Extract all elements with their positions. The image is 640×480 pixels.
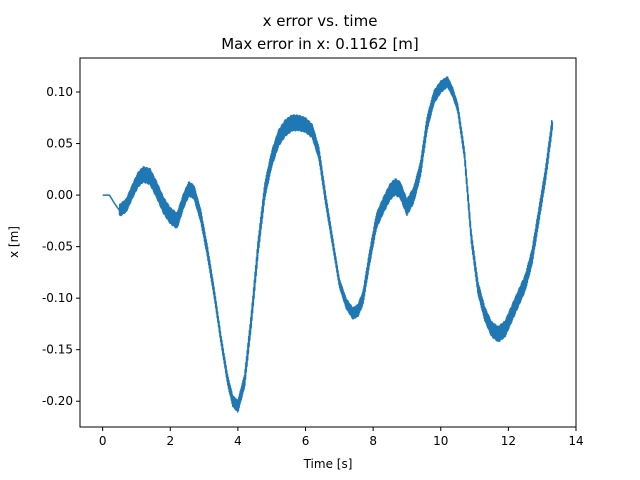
x-axis: 0 2 4 6 8 10 12 14	[99, 427, 584, 448]
series-line	[102, 76, 554, 413]
x-tick-label: 14	[568, 434, 583, 448]
chart-subtitle: Max error in x: 0.1162 [m]	[221, 35, 419, 53]
x-tick-label: 10	[433, 434, 448, 448]
x-tick-label: 2	[166, 434, 174, 448]
plot-area	[102, 76, 554, 413]
y-tick-label: -0.05	[42, 240, 73, 254]
y-tick-label: 0.05	[46, 137, 73, 151]
chart-title: x error vs. time	[263, 12, 378, 30]
y-tick-label: -0.20	[42, 394, 73, 408]
x-tick-label: 8	[369, 434, 377, 448]
y-tick-label: -0.15	[42, 343, 73, 357]
x-axis-label: Time [s]	[303, 457, 353, 471]
y-tick-label: -0.10	[42, 291, 73, 305]
plot-frame	[79, 57, 577, 428]
y-tick-label: 0.10	[46, 85, 73, 99]
y-axis: -0.20 -0.15 -0.10 -0.05 0.00 0.05 0.10	[42, 85, 80, 408]
y-tick-label: 0.00	[46, 188, 73, 202]
x-tick-label: 12	[501, 434, 516, 448]
x-tick-label: 6	[302, 434, 310, 448]
x-tick-label: 4	[234, 434, 242, 448]
y-axis-label: x [m]	[7, 226, 21, 258]
x-tick-label: 0	[99, 434, 107, 448]
